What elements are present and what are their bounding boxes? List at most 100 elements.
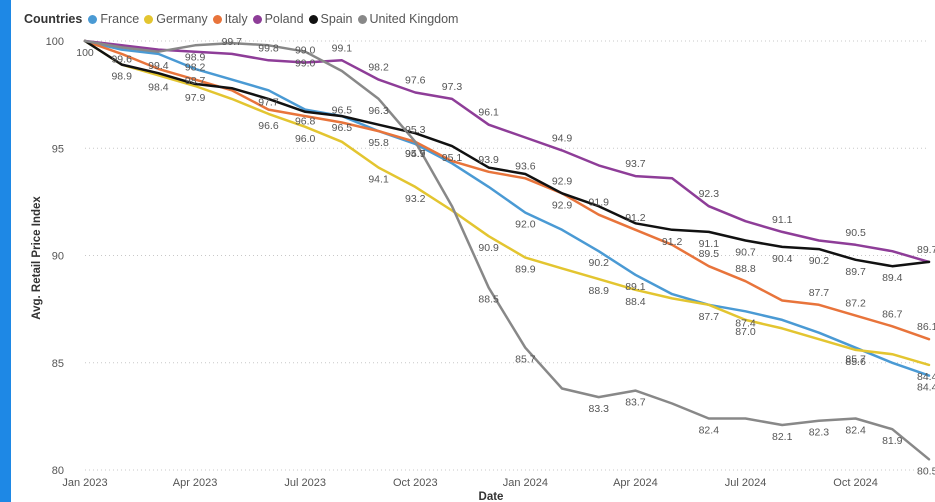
x-tick-label: Jul 2023	[284, 477, 326, 489]
legend-item-united-kingdom[interactable]: United Kingdom	[357, 12, 459, 26]
legend-item-germany[interactable]: Germany	[144, 12, 208, 26]
series-line-united-kingdom[interactable]	[83, 39, 931, 461]
data-label-united-kingdom: 88.5	[478, 294, 499, 306]
data-label-germany: 94.1	[368, 174, 389, 186]
data-label-germany: 88.9	[589, 285, 610, 297]
legend-marker	[212, 14, 222, 24]
x-axis-title: Date	[479, 491, 504, 502]
data-label-germany: 93.2	[405, 193, 426, 205]
series-line-poland[interactable]	[83, 39, 931, 264]
data-label-united-kingdom: 83.3	[589, 403, 610, 415]
data-label-france: 85.7	[845, 354, 866, 366]
legend-marker	[144, 14, 154, 24]
series-lines	[83, 39, 931, 461]
data-label-italy: 91.9	[589, 197, 610, 209]
data-label-poland: 98.2	[368, 62, 389, 74]
y-tick-label: 100	[46, 36, 64, 48]
data-label-spain: 91.1	[699, 238, 720, 250]
data-label-poland: 89.7	[917, 244, 935, 256]
legend-item-spain[interactable]: Spain	[308, 12, 353, 26]
data-label-united-kingdom: 99.0	[295, 58, 316, 70]
data-label-poland: 99.1	[332, 42, 353, 54]
data-label-germany: 88.4	[625, 296, 646, 308]
data-label-spain: 95.1	[442, 152, 463, 164]
data-label-poland: 96.1	[478, 107, 499, 119]
data-label-italy: 95.3	[405, 124, 426, 136]
legend-label: United Kingdom	[369, 12, 459, 26]
data-label-france: 87.7	[699, 311, 720, 323]
y-tick-label: 80	[52, 465, 64, 477]
data-label-poland: 91.1	[772, 214, 793, 226]
data-label-france: 96.8	[295, 116, 316, 128]
y-axis-ticks: 80 85 90 95 100	[46, 36, 64, 477]
data-label-france: 84.4	[917, 382, 935, 394]
data-label-united-kingdom: 96.3	[368, 105, 389, 117]
x-axis-ticks: Jan 2023 Apr 2023 Jul 2023 Oct 2023 Jan 2024…	[62, 477, 878, 489]
data-label-italy: 93.6	[515, 160, 536, 172]
x-tick-label: Jan 2023	[62, 477, 107, 489]
series-line-germany[interactable]	[83, 39, 931, 367]
data-label-germany: 90.9	[478, 242, 499, 254]
data-label-italy: 92.9	[552, 175, 573, 187]
series-line-france[interactable]	[83, 39, 931, 377]
legend-label: Italy	[224, 12, 248, 26]
data-label-united-kingdom: 82.4	[845, 425, 866, 437]
data-label-poland: 94.9	[552, 132, 573, 144]
data-label-germany: 84.4	[917, 371, 935, 383]
data-label-spain: 89.4	[882, 272, 903, 284]
data-label-spain: 92.9	[552, 199, 573, 211]
series-line-spain[interactable]	[83, 39, 931, 268]
legend-label: Poland	[264, 12, 304, 26]
data-label-spain: 91.2	[662, 236, 683, 248]
data-label-italy: 87.2	[845, 298, 866, 310]
data-label-poland: 97.3	[442, 81, 463, 93]
data-label-poland: 92.3	[699, 188, 720, 200]
y-tick-label: 95	[52, 143, 64, 155]
x-tick-label: Jan 2024	[503, 477, 548, 489]
data-label-france: 95.8	[368, 137, 389, 149]
data-label-poland: 93.7	[625, 158, 646, 170]
data-label-germany: 96.0	[295, 133, 316, 145]
x-tick-label: Oct 2023	[393, 477, 438, 489]
legend-label: Spain	[320, 12, 353, 26]
legend-label: France	[100, 12, 140, 26]
x-tick-label: Apr 2024	[613, 477, 658, 489]
x-tick-label: Apr 2023	[173, 477, 218, 489]
data-label-germany: 89.9	[515, 264, 536, 276]
data-label-italy: 86.7	[882, 308, 903, 320]
legend-label: Germany	[156, 12, 208, 26]
data-label-united-kingdom: 83.7	[625, 397, 646, 409]
data-label-italy: 89.5	[699, 248, 720, 260]
x-tick-label: Oct 2024	[833, 477, 878, 489]
data-label-france: 92.0	[515, 219, 536, 231]
data-label-poland: 99.7	[222, 36, 243, 48]
data-label-italy: 98.2	[185, 62, 206, 74]
data-label-united-kingdom: 81.9	[882, 435, 903, 447]
data-label-germany: 96.6	[258, 120, 279, 132]
data-label-germany: 98.4	[148, 81, 169, 93]
data-label-france: 97.7	[258, 96, 279, 108]
data-label-poland: 97.6	[405, 74, 426, 86]
data-label-france: 89.1	[625, 281, 646, 293]
data-label-united-kingdom: 80.5	[917, 465, 935, 477]
data-label-united-kingdom: 82.4	[699, 425, 720, 437]
data-label-united-kingdom: 94.9	[405, 148, 426, 160]
data-label-france: 99.4	[148, 60, 169, 72]
side-accent-bar	[0, 0, 11, 502]
legend-items: France Germany Italy Poland Spain United King…	[88, 12, 463, 26]
data-label-united-kingdom: 98.9	[185, 51, 206, 63]
legend-item-poland[interactable]: Poland	[252, 12, 304, 26]
data-label-italy: 87.7	[809, 287, 830, 299]
gridlines	[85, 40, 929, 471]
data-label-france: 96.5	[332, 122, 353, 134]
y-axis-title: Avg. Retail Price Index	[31, 196, 43, 320]
data-label-united-kingdom: 95.7	[405, 148, 426, 160]
data-label-united-kingdom: 85.7	[515, 354, 536, 366]
legend-item-italy[interactable]: Italy	[212, 12, 248, 26]
data-label-italy: 86.1	[917, 321, 935, 333]
legend-marker	[252, 14, 262, 24]
legend-item-france[interactable]: France	[88, 12, 139, 26]
data-label-spain: 98.9	[111, 71, 132, 83]
data-label-united-kingdom: 82.1	[772, 431, 793, 443]
